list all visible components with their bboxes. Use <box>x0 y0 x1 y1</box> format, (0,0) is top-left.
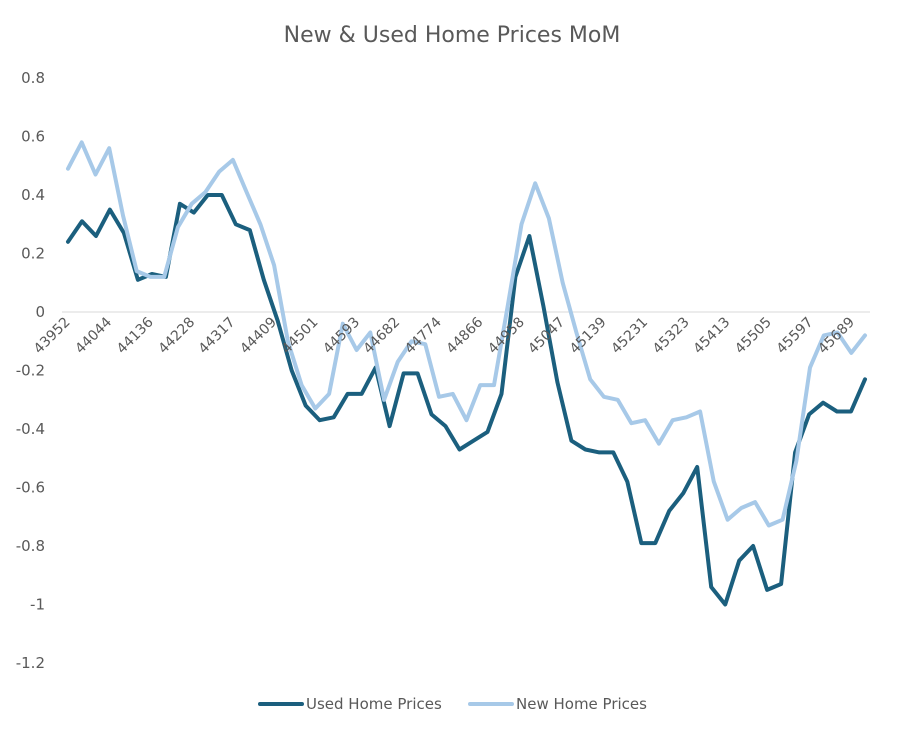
x-tick-label: 44044 <box>72 314 115 357</box>
series-lines <box>66 140 867 607</box>
x-tick-label: 44228 <box>155 314 198 357</box>
chart-title: New & Used Home Prices MoM <box>284 23 621 48</box>
x-tick-label: 44136 <box>114 314 157 357</box>
x-tick-label: 45231 <box>608 314 651 357</box>
y-tick-label: 0.6 <box>21 128 45 146</box>
y-tick-label: 0.4 <box>21 186 45 204</box>
series-line-used-home-prices <box>66 193 867 607</box>
x-tick-label: 45597 <box>774 314 817 357</box>
x-tick-label: 45413 <box>691 314 734 357</box>
legend-label-used-home-prices: Used Home Prices <box>306 695 442 713</box>
series-line-new-home-prices <box>66 140 867 528</box>
x-tick-label: 44866 <box>444 314 487 357</box>
y-tick-label: -0.2 <box>16 362 45 380</box>
x-tick-label: 44774 <box>402 314 445 357</box>
x-tick-label: 45323 <box>650 314 693 357</box>
y-tick-label: -1 <box>30 596 45 614</box>
y-tick-label: -0.4 <box>16 420 45 438</box>
y-tick-label: -1.2 <box>16 654 45 672</box>
x-tick-label: 45505 <box>732 314 775 357</box>
x-tick-label: 44317 <box>196 314 239 357</box>
y-tick-label: -0.6 <box>16 479 45 497</box>
y-axis-ticks: 0.8 0.6 0.4 0.2 0 -0.2 -0.4 -0.6 -0.8 -1 -1.2 <box>16 69 45 672</box>
x-axis-ticks: 4395244044441364422844317444094450144593… <box>31 314 858 357</box>
y-tick-label: 0.2 <box>21 245 45 263</box>
y-tick-label: -0.8 <box>16 537 45 555</box>
legend-label-new-home-prices: New Home Prices <box>516 695 647 713</box>
y-tick-label: 0 <box>35 303 45 321</box>
y-tick-label: 0.8 <box>21 69 45 87</box>
x-tick-label: 44409 <box>237 314 280 357</box>
legend: Used Home Prices New Home Prices <box>258 695 647 713</box>
